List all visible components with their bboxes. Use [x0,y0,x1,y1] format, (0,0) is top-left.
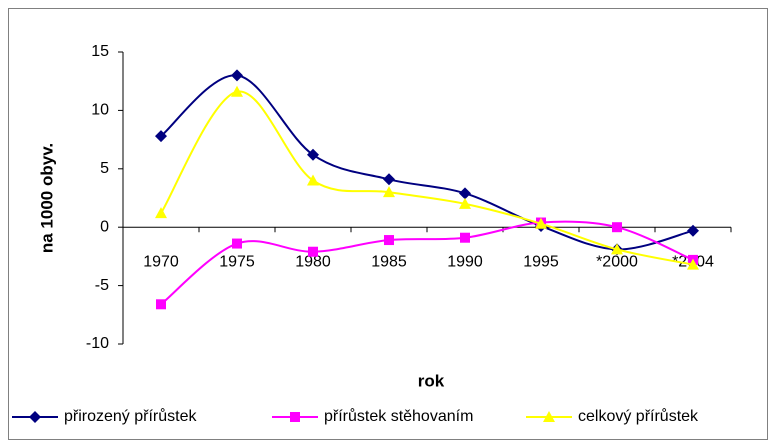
data-point [612,222,622,233]
data-point [460,232,470,243]
data-point [155,130,167,143]
data-point [231,69,243,82]
y-tick-label: 0 [100,218,109,235]
chart-border [8,8,768,440]
data-point [308,246,318,257]
y-tick-label: -10 [86,335,109,352]
y-tick-label: 5 [100,160,109,177]
x-tick-label: 1995 [523,253,559,270]
y-tick-label: 15 [91,43,109,60]
legend-label: celkový přírůstek [578,407,699,425]
data-point [535,217,547,229]
data-point [687,224,699,237]
data-point [156,299,166,310]
x-axis-title: rok [418,371,445,390]
x-tick-label: *2000 [596,253,638,270]
data-point [383,186,395,198]
legend-label: přirozený přírůstek [64,407,197,425]
data-point [307,174,319,186]
data-point [611,243,623,255]
y-tick-label: 10 [91,102,109,119]
data-point [383,173,395,186]
legend-label: přírůstek stěhovaním [324,407,473,425]
data-point [232,238,242,249]
x-tick-label: 1975 [219,253,255,270]
legend-marker [543,411,555,422]
data-point [384,235,394,246]
data-point [155,207,167,219]
data-point [459,187,471,200]
x-tick-label: 1990 [447,253,483,270]
y-axis-title: na 1000 obyv. [37,143,56,253]
y-tick-label: -5 [95,277,109,294]
data-point [459,197,471,209]
x-tick-label: 1970 [143,253,179,270]
legend-marker [290,412,300,422]
legend-marker [29,411,41,423]
x-tick-label: 1985 [371,253,407,270]
data-point [231,85,243,97]
x-tick-label: 1980 [295,253,331,270]
data-point [307,148,319,161]
data-point [687,258,699,270]
